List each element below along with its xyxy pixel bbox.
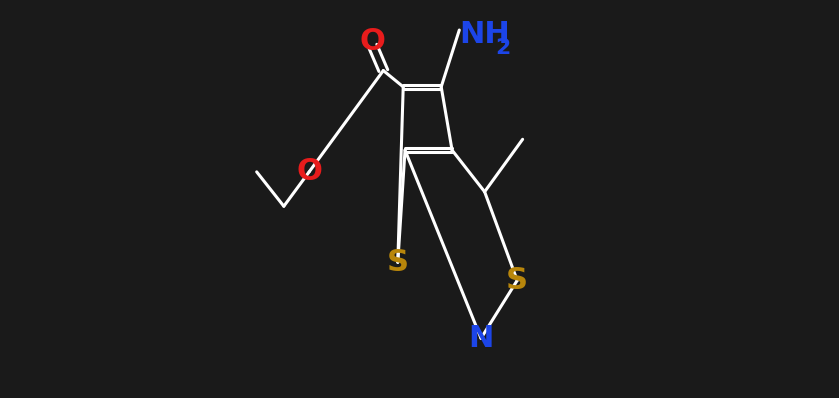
Text: 2: 2 <box>495 38 510 58</box>
Text: S: S <box>506 266 529 295</box>
Text: S: S <box>387 248 409 277</box>
Text: NH: NH <box>459 20 510 49</box>
Text: O: O <box>296 157 322 186</box>
Text: O: O <box>360 27 385 56</box>
Text: N: N <box>468 324 493 353</box>
